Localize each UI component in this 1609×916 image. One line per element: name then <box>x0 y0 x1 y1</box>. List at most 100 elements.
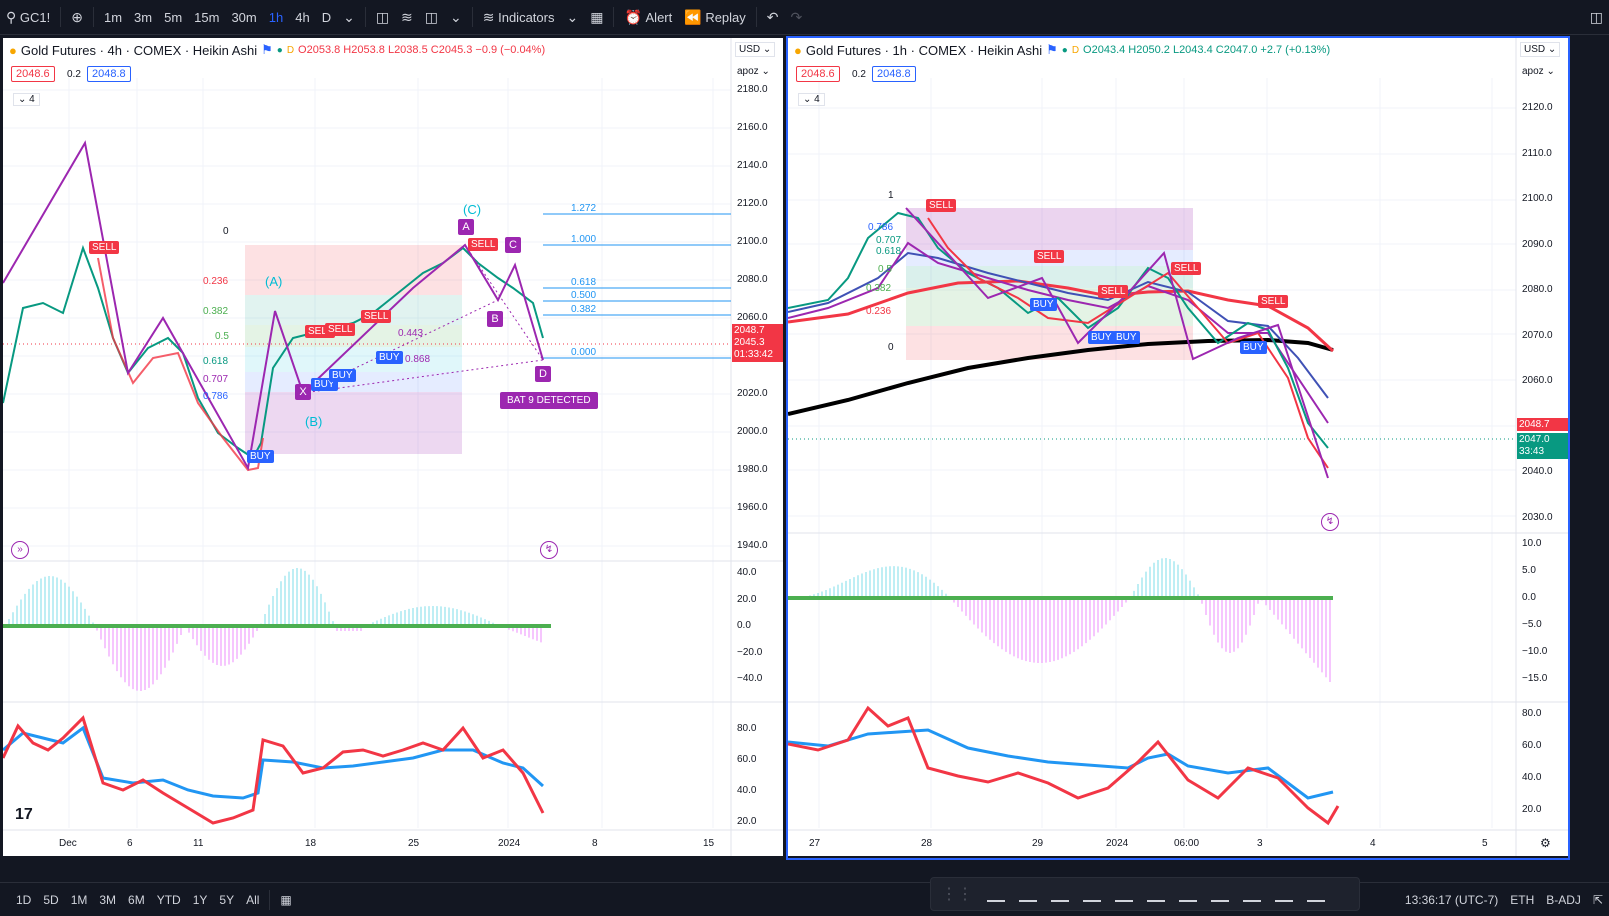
pattern-point-d[interactable]: D <box>535 366 551 382</box>
range-1d[interactable]: 1D <box>16 892 32 907</box>
range-all[interactable]: All <box>246 892 260 907</box>
last-price-label: 2047.0 33:43 <box>1517 433 1568 459</box>
sell-signal[interactable]: SELL <box>1258 295 1289 308</box>
compare-button[interactable]: ≋ <box>395 0 419 34</box>
sell-signal[interactable]: SELL <box>89 241 120 254</box>
sell-signal[interactable]: SELL <box>468 238 499 251</box>
gann-icon[interactable] <box>1211 886 1229 902</box>
lightning-icon[interactable]: ↯ <box>540 541 558 559</box>
buy-signal[interactable]: BUY <box>376 351 403 364</box>
drag-handle-icon[interactable]: ⋮⋮ <box>941 886 973 903</box>
interval-30m[interactable]: 30m <box>231 9 257 25</box>
ask-price[interactable]: 2048.8 <box>87 66 131 82</box>
currency-selector[interactable]: USD ⌄ <box>1520 42 1561 57</box>
chart-style-dropdown[interactable]: ⌄ <box>444 0 468 34</box>
range-1m[interactable]: 1M <box>70 892 88 907</box>
interval-1h[interactable]: 1h <box>268 9 284 25</box>
right-panel-toggle[interactable]: ◫ <box>1584 0 1609 34</box>
path-tool-icon[interactable] <box>1051 886 1069 902</box>
adjustment-toggle[interactable]: B-ADJ <box>1546 892 1581 907</box>
indicator-collapse[interactable]: ⌄ 4 <box>13 93 40 106</box>
right-chart-pane[interactable]: ● Gold Futures · 1h · COMEX · Heikin Ash… <box>788 38 1568 856</box>
interval-4h[interactable]: 4h <box>295 9 310 25</box>
ray-icon[interactable] <box>1147 886 1165 902</box>
undo-button[interactable]: ↶ <box>761 0 785 34</box>
pattern-point-a[interactable]: A <box>458 219 474 235</box>
pattern-point-x[interactable]: X <box>295 384 311 400</box>
add-symbol-button[interactable]: ⊕ <box>65 0 89 34</box>
fib-level: 0 <box>223 226 229 237</box>
ask-price[interactable]: 2048.8 <box>872 66 916 82</box>
sell-signal[interactable]: SELL <box>1034 250 1065 263</box>
indicators-dropdown[interactable]: ⌄ <box>560 0 584 34</box>
divider <box>755 7 757 27</box>
pattern-tool-icon[interactable] <box>987 886 1005 902</box>
buy-signal[interactable]: BUY <box>1113 331 1140 344</box>
tradingview-logo-icon: 17 <box>15 806 33 823</box>
bid-price[interactable]: 2048.6 <box>796 66 840 82</box>
session-toggle[interactable]: ETH <box>1510 892 1535 907</box>
redo-button[interactable]: ↷ <box>785 0 809 34</box>
settings-icon[interactable]: ⚙ <box>1540 836 1551 850</box>
trend-line-icon[interactable] <box>1115 886 1133 902</box>
replay-button[interactable]: ⏪ Replay <box>678 0 752 34</box>
indicator-collapse[interactable]: ⌄ 4 <box>798 93 825 106</box>
interval-d[interactable]: D <box>321 9 332 25</box>
scale-mode-selector[interactable]: apoz ⌄ <box>1522 66 1555 77</box>
osc-tick: −20.0 <box>737 646 763 658</box>
right-chart-canvas[interactable] <box>788 38 1568 856</box>
interval-5m[interactable]: 5m <box>164 9 183 25</box>
sell-signal[interactable]: SELL <box>1098 285 1129 298</box>
sell-signal[interactable]: SELL <box>926 199 957 212</box>
sell-signal[interactable]: SELL <box>361 310 392 323</box>
pattern-point-b[interactable]: B <box>487 311 503 327</box>
elliott-wave-icon[interactable] <box>1179 886 1197 902</box>
range-5d[interactable]: 5D <box>43 892 59 907</box>
range-6m[interactable]: 6M <box>128 892 145 907</box>
range-1y[interactable]: 1Y <box>192 892 208 907</box>
currency-selector[interactable]: USD ⌄ <box>735 42 776 57</box>
price-tick: 2020.0 <box>737 388 768 399</box>
clock[interactable]: 13:36:17 (UTC-7) <box>1404 892 1499 907</box>
fib-level: 0.382 <box>866 283 892 294</box>
price-tick: 2090.0 <box>1522 238 1553 250</box>
fib-extension-icon[interactable] <box>1275 886 1293 902</box>
interval-3m[interactable]: 3m <box>134 9 153 25</box>
range-5y[interactable]: 5Y <box>219 892 235 907</box>
alert-button[interactable]: ⏰ Alert <box>618 0 678 34</box>
chart-type-candles-button[interactable]: ◫ <box>370 0 395 34</box>
goto-date-button[interactable]: ▦ <box>274 893 297 907</box>
interval-dropdown[interactable]: ⌄ <box>337 0 361 34</box>
range-ytd[interactable]: YTD <box>156 892 181 907</box>
buy-signal[interactable]: BUY <box>1088 331 1115 344</box>
fib-retracement-icon[interactable] <box>1243 886 1261 902</box>
interval-15m[interactable]: 15m <box>194 9 220 25</box>
sell-signal[interactable]: SELL <box>325 323 356 336</box>
sell-signal[interactable]: SELL <box>1171 262 1202 275</box>
left-chart-canvas[interactable] <box>3 38 783 856</box>
more-tools-icon[interactable] <box>1307 886 1325 902</box>
fullscreen-button[interactable]: ⇱ <box>1587 893 1609 907</box>
price-tick: 1940.0 <box>737 540 768 551</box>
bat-pattern-label[interactable]: BAT 9 DETECTED <box>500 392 598 409</box>
indicator-icon[interactable]: » <box>11 541 29 559</box>
layout-button[interactable]: ▦ <box>584 0 609 34</box>
bid-price[interactable]: 2048.6 <box>11 66 55 82</box>
symbol-search[interactable]: ⚲ GC1! <box>0 0 56 34</box>
buy-signal[interactable]: BUY <box>329 369 356 382</box>
right-chart-legend[interactable]: ● Gold Futures · 1h · COMEX · Heikin Ash… <box>794 42 1330 58</box>
pattern-point-c[interactable]: C <box>505 237 521 253</box>
horizontal-line-icon[interactable] <box>1083 886 1101 902</box>
buy-signal[interactable]: BUY <box>1240 341 1267 354</box>
buy-signal[interactable]: BUY <box>247 450 274 463</box>
interval-1m[interactable]: 1m <box>103 9 123 25</box>
chart-style-button[interactable]: ◫ <box>419 0 444 34</box>
scale-mode-selector[interactable]: apoz ⌄ <box>737 66 770 77</box>
buy-signal[interactable]: BUY <box>1030 298 1057 311</box>
lightning-icon[interactable]: ↯ <box>1321 513 1339 531</box>
left-chart-pane[interactable]: ● Gold Futures · 4h · COMEX · Heikin Ash… <box>3 38 783 856</box>
left-chart-legend[interactable]: ● Gold Futures · 4h · COMEX · Heikin Ash… <box>9 42 545 58</box>
range-3m[interactable]: 3M <box>99 892 117 907</box>
indicators-button[interactable]: ≋ Indicators <box>477 0 561 34</box>
abcd-tool-icon[interactable] <box>1019 886 1037 902</box>
